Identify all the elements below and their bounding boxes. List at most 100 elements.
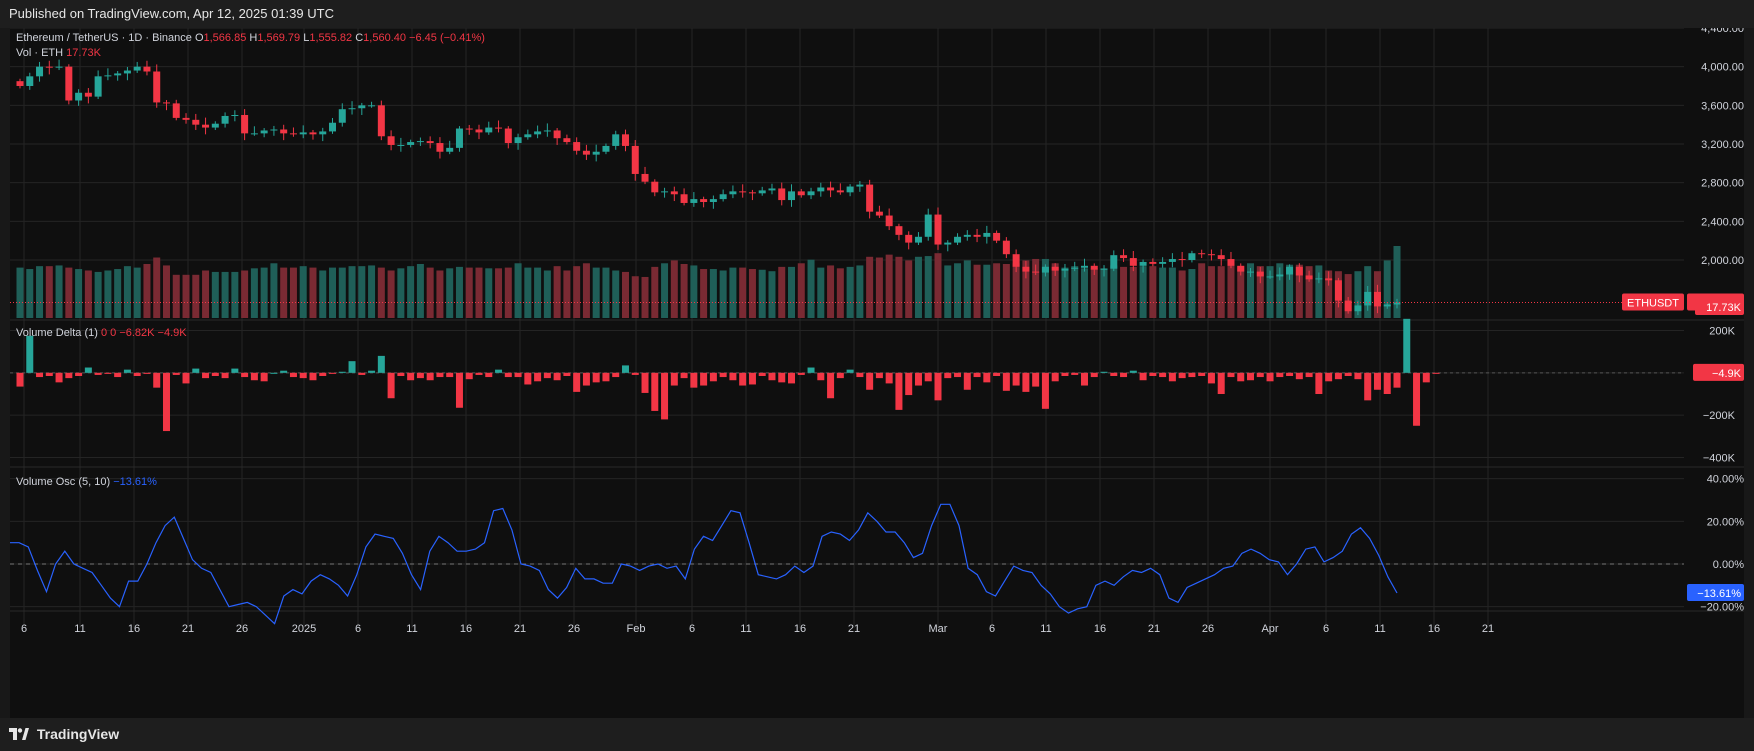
- candle[interactable]: [1286, 266, 1294, 275]
- candle[interactable]: [153, 71, 161, 103]
- candle[interactable]: [1168, 259, 1176, 262]
- candle[interactable]: [1305, 275, 1313, 280]
- candle[interactable]: [75, 92, 83, 101]
- candle[interactable]: [202, 124, 210, 128]
- candle[interactable]: [1110, 255, 1118, 269]
- candle[interactable]: [1344, 300, 1352, 312]
- candle[interactable]: [1383, 304, 1391, 307]
- candle[interactable]: [299, 132, 307, 135]
- candle[interactable]: [700, 199, 708, 202]
- candle[interactable]: [1178, 259, 1186, 261]
- candle[interactable]: [1227, 259, 1235, 266]
- candle[interactable]: [1071, 267, 1079, 269]
- candle[interactable]: [65, 66, 73, 101]
- candle[interactable]: [661, 191, 669, 193]
- candle[interactable]: [885, 215, 893, 227]
- candle[interactable]: [524, 134, 532, 138]
- candle[interactable]: [211, 123, 219, 128]
- candle[interactable]: [807, 191, 815, 196]
- candle[interactable]: [631, 145, 639, 174]
- candle[interactable]: [270, 129, 278, 131]
- candle[interactable]: [1198, 253, 1206, 255]
- candle[interactable]: [1159, 261, 1167, 264]
- candle[interactable]: [963, 234, 971, 237]
- candle[interactable]: [192, 119, 200, 125]
- candle[interactable]: [465, 128, 473, 130]
- candle[interactable]: [16, 81, 24, 86]
- candle[interactable]: [143, 66, 151, 72]
- candle[interactable]: [1247, 271, 1255, 273]
- candle[interactable]: [1100, 268, 1108, 270]
- candle[interactable]: [748, 192, 756, 194]
- candle[interactable]: [621, 134, 629, 146]
- candle[interactable]: [954, 236, 962, 243]
- candle[interactable]: [1276, 274, 1284, 277]
- candle[interactable]: [55, 66, 63, 68]
- candle[interactable]: [309, 132, 317, 135]
- candle[interactable]: [455, 128, 463, 148]
- candle[interactable]: [641, 173, 649, 182]
- candle[interactable]: [817, 187, 825, 192]
- candle[interactable]: [788, 191, 796, 201]
- candle[interactable]: [592, 151, 600, 155]
- candle[interactable]: [1032, 271, 1040, 273]
- candle[interactable]: [241, 115, 249, 134]
- candle[interactable]: [1207, 254, 1215, 256]
- candle[interactable]: [329, 122, 337, 132]
- candle[interactable]: [797, 191, 805, 196]
- candle[interactable]: [1012, 254, 1020, 267]
- candle[interactable]: [1120, 255, 1128, 259]
- candle[interactable]: [534, 131, 542, 135]
- candle[interactable]: [924, 214, 932, 237]
- candle[interactable]: [133, 66, 141, 71]
- candle[interactable]: [1334, 280, 1342, 301]
- candle[interactable]: [436, 143, 444, 152]
- candle[interactable]: [1002, 240, 1010, 255]
- candle[interactable]: [495, 127, 503, 129]
- chart-area[interactable]: 6 11 16 21 26 2025 6 11 16 21 26 Feb 6 11 16 21 Mar 6 11 16…: [10, 28, 1744, 718]
- candle[interactable]: [1295, 266, 1303, 276]
- candle[interactable]: [260, 130, 268, 134]
- candle[interactable]: [338, 109, 346, 123]
- candle[interactable]: [846, 186, 854, 193]
- candle[interactable]: [836, 190, 844, 193]
- candle[interactable]: [973, 234, 981, 237]
- candle[interactable]: [670, 191, 678, 195]
- candle[interactable]: [709, 199, 717, 202]
- chart-svg[interactable]: 6 11 16 21 26 2025 6 11 16 21 26 Feb 6 11 16 21 Mar 6 11 16…: [10, 28, 1744, 718]
- candle[interactable]: [114, 73, 122, 76]
- candle[interactable]: [407, 142, 415, 145]
- candle[interactable]: [1325, 278, 1333, 281]
- candle[interactable]: [690, 199, 698, 203]
- candle[interactable]: [397, 144, 405, 146]
- candle[interactable]: [514, 137, 522, 144]
- candle[interactable]: [768, 188, 776, 191]
- candle[interactable]: [1051, 266, 1059, 271]
- candle[interactable]: [250, 133, 258, 135]
- candle[interactable]: [856, 184, 864, 187]
- candle[interactable]: [680, 194, 688, 203]
- candle[interactable]: [416, 141, 424, 143]
- candle[interactable]: [172, 103, 180, 118]
- candle[interactable]: [162, 102, 170, 104]
- candle[interactable]: [358, 105, 366, 109]
- candle[interactable]: [582, 150, 590, 155]
- candle[interactable]: [573, 142, 581, 151]
- candle[interactable]: [319, 131, 327, 135]
- candle[interactable]: [983, 232, 991, 237]
- candle[interactable]: [182, 117, 190, 120]
- candle[interactable]: [289, 133, 297, 135]
- candle[interactable]: [387, 136, 395, 145]
- candle[interactable]: [1237, 265, 1245, 272]
- candle[interactable]: [934, 214, 942, 245]
- candle[interactable]: [895, 226, 903, 235]
- candle[interactable]: [1266, 276, 1274, 278]
- candle[interactable]: [1217, 255, 1225, 260]
- candle[interactable]: [739, 191, 747, 193]
- candle[interactable]: [1256, 271, 1264, 277]
- candle[interactable]: [602, 145, 610, 152]
- candle[interactable]: [45, 66, 53, 68]
- candle[interactable]: [729, 191, 737, 195]
- candle[interactable]: [553, 130, 561, 139]
- candle[interactable]: [348, 108, 356, 110]
